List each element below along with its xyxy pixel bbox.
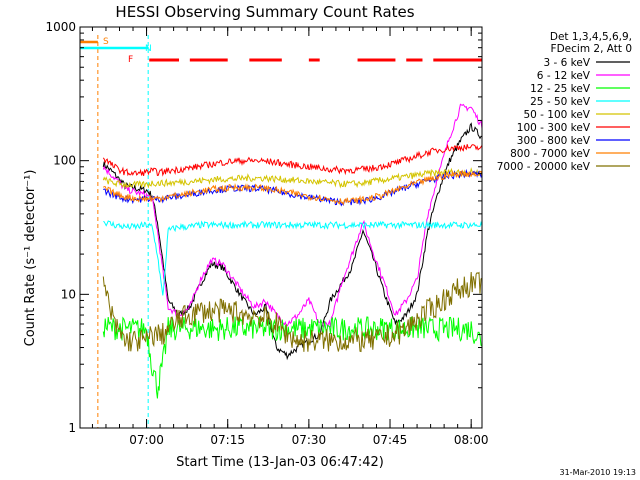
legend-label-800-7000: 800 - 7000 keV xyxy=(510,148,591,160)
series-line-25-50 xyxy=(103,220,482,296)
x-axis-label: Start Time (13-Jan-03 06:47:42) xyxy=(176,455,384,470)
legend-header-line: FDecim 2, Att 0 xyxy=(551,43,632,55)
y-tick-label: 100 xyxy=(53,154,76,168)
x-tick-label: 08:00 xyxy=(454,433,489,447)
y-axis-label: Count Rate (s⁻¹ detector⁻¹) xyxy=(23,170,38,347)
y-tick-label: 10 xyxy=(61,287,76,301)
legend-label-6-12: 6 - 12 keV xyxy=(537,70,591,82)
flag-label-S: S xyxy=(103,37,109,47)
legend-label-7000-20000: 7000 - 20000 keV xyxy=(497,161,591,173)
legend-label-12-25: 12 - 25 keV xyxy=(530,83,591,95)
y-tick-label: 1000 xyxy=(45,20,76,34)
x-tick-label: 07:15 xyxy=(210,433,245,447)
x-tick-label: 07:45 xyxy=(373,433,408,447)
legend: Det 1,3,4,5,6,9,FDecim 2, Att 0 3 - 6 keV… xyxy=(497,31,632,173)
flag-label-F: F xyxy=(128,55,133,65)
legend-header-line: Det 1,3,4,5,6,9, xyxy=(550,31,632,43)
legend-label-50-100: 50 - 100 keV xyxy=(523,109,590,121)
series-line-3-6 xyxy=(102,122,482,361)
series-line-6-12 xyxy=(102,103,482,330)
legend-label-3-6: 3 - 6 keV xyxy=(543,57,590,69)
legend-label-25-50: 25 - 50 keV xyxy=(530,96,591,108)
x-tick-label: 07:00 xyxy=(129,433,164,447)
plot-area: S N F 1 10 100 1000 07:00 07:15 07:30 07:45 08:00 xyxy=(45,20,489,447)
chart-title: HESSI Observing Summary Count Rates xyxy=(115,3,414,21)
series-line-800-7000 xyxy=(102,169,482,206)
y-tick-label: 1 xyxy=(68,421,76,435)
legend-label-100-300: 100 - 300 keV xyxy=(517,122,591,134)
plot-frame xyxy=(79,26,483,429)
flag-label-N: N xyxy=(145,44,152,54)
series-line-12-25 xyxy=(102,316,482,399)
series-line-7000-20000 xyxy=(102,271,482,353)
series-line-100-300 xyxy=(102,143,482,177)
data-layer xyxy=(80,35,482,428)
timestamp-footer: 31-Mar-2010 19:13 xyxy=(560,468,637,477)
legend-label-300-800: 300 - 800 keV xyxy=(517,135,591,147)
series-line-300-800 xyxy=(103,168,482,207)
x-tick-label: 07:30 xyxy=(292,433,327,447)
series-line-50-100 xyxy=(102,167,482,189)
